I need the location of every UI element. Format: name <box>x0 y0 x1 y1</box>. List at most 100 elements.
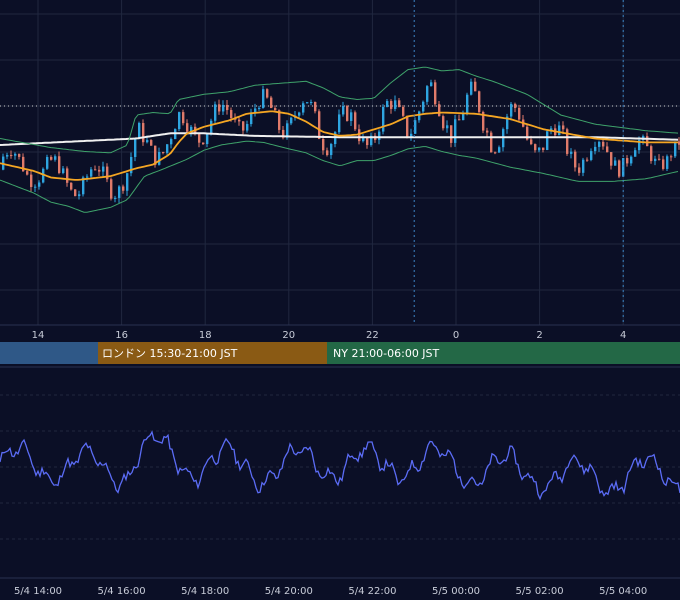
candle-body <box>10 155 13 157</box>
candle-body <box>278 110 281 130</box>
candle-body <box>250 112 253 125</box>
grid <box>0 0 680 326</box>
candle-body <box>246 124 249 131</box>
candle-body <box>494 152 497 154</box>
candle-body <box>258 107 261 109</box>
candle-body <box>490 132 493 153</box>
candle-body <box>34 186 37 188</box>
candle-body <box>6 155 9 157</box>
candle-body <box>506 116 509 130</box>
candle-body <box>394 100 397 109</box>
osc-x-tick-label: 5/4 14:00 <box>14 586 62 597</box>
candle-body <box>274 108 277 111</box>
candle-body <box>98 169 101 172</box>
candle-body <box>606 146 609 153</box>
candle-body <box>126 173 129 191</box>
candle-body <box>362 137 365 142</box>
candle-body <box>670 156 673 158</box>
candle-body <box>662 159 665 169</box>
candle-body <box>546 131 549 151</box>
candle-body <box>18 153 21 157</box>
candle-body <box>402 106 405 116</box>
candle-body <box>510 103 513 117</box>
price-x-axis: 14 16 18 20 22 0 2 4 <box>32 330 627 341</box>
candle-body <box>678 141 680 145</box>
candle-body <box>538 147 541 151</box>
session-markers <box>413 0 624 325</box>
candle-body <box>110 179 113 199</box>
candle-body <box>474 81 477 92</box>
candle-body <box>618 160 621 177</box>
candle-body <box>230 110 233 119</box>
x-tick-label: 16 <box>115 330 128 341</box>
candle-body <box>466 94 469 114</box>
candle-body <box>206 132 209 145</box>
candle-body <box>458 119 461 121</box>
candle-body <box>170 139 173 145</box>
candle-body <box>486 130 489 133</box>
candle-body <box>310 101 313 103</box>
candle-body <box>218 104 221 112</box>
candle-body <box>66 168 69 183</box>
session-ny <box>327 342 680 364</box>
candle-body <box>202 142 205 145</box>
candle-body <box>534 144 537 151</box>
candle-body <box>286 123 289 138</box>
candle-body <box>306 102 309 104</box>
candle-body <box>350 112 353 121</box>
candle-body <box>598 141 601 147</box>
candle-body <box>290 117 293 124</box>
candle-body <box>518 108 521 120</box>
candle-body <box>182 112 185 124</box>
candle-body <box>422 101 425 112</box>
candle-body <box>586 159 589 161</box>
x-tick-label: 0 <box>453 330 459 341</box>
candle-body <box>190 126 193 132</box>
candle-body <box>410 133 413 137</box>
candle-body <box>426 86 429 102</box>
candle-body <box>30 174 33 187</box>
osc-x-tick-label: 5/5 04:00 <box>599 586 647 597</box>
line-bb_lower <box>0 140 679 213</box>
candle-body <box>626 158 629 164</box>
candle-body <box>186 123 189 132</box>
candle-body <box>26 171 29 175</box>
candle-body <box>386 101 389 107</box>
candle-body <box>262 89 265 108</box>
candle-body <box>166 144 169 153</box>
candle-body <box>646 136 649 147</box>
candle-body <box>238 119 241 122</box>
candle-body <box>382 106 385 132</box>
candle-body <box>398 100 401 107</box>
candle-body <box>470 81 473 95</box>
candle-body <box>270 97 273 109</box>
session-bar: ロンドン 15:30-21:00 JST NY 21:00-06:00 JST <box>0 342 680 364</box>
candle-body <box>222 104 225 112</box>
candle-body <box>570 151 573 154</box>
candle-body <box>602 141 605 147</box>
candle-body <box>566 129 569 154</box>
candle-body <box>514 103 517 109</box>
candle-body <box>658 158 661 160</box>
candle-body <box>590 151 593 160</box>
candle-body <box>622 158 625 177</box>
candle-body <box>82 177 85 195</box>
candle-body <box>178 112 181 130</box>
candle-body <box>562 125 565 130</box>
candle-body <box>650 146 653 162</box>
candle-body <box>674 141 677 157</box>
candle-body <box>142 123 145 143</box>
candle-body <box>62 168 65 173</box>
candle-body <box>406 115 409 137</box>
candle-body <box>446 125 449 129</box>
candle-body <box>462 113 465 121</box>
candle-body <box>542 147 545 151</box>
candle-body <box>298 112 301 116</box>
line-ma_mid <box>0 110 678 181</box>
candle-body <box>14 153 17 156</box>
candle-body <box>498 147 501 153</box>
x-tick-label: 22 <box>366 330 379 341</box>
candle-body <box>198 134 201 143</box>
candle-body <box>154 145 157 165</box>
indicator-lines <box>0 66 679 213</box>
